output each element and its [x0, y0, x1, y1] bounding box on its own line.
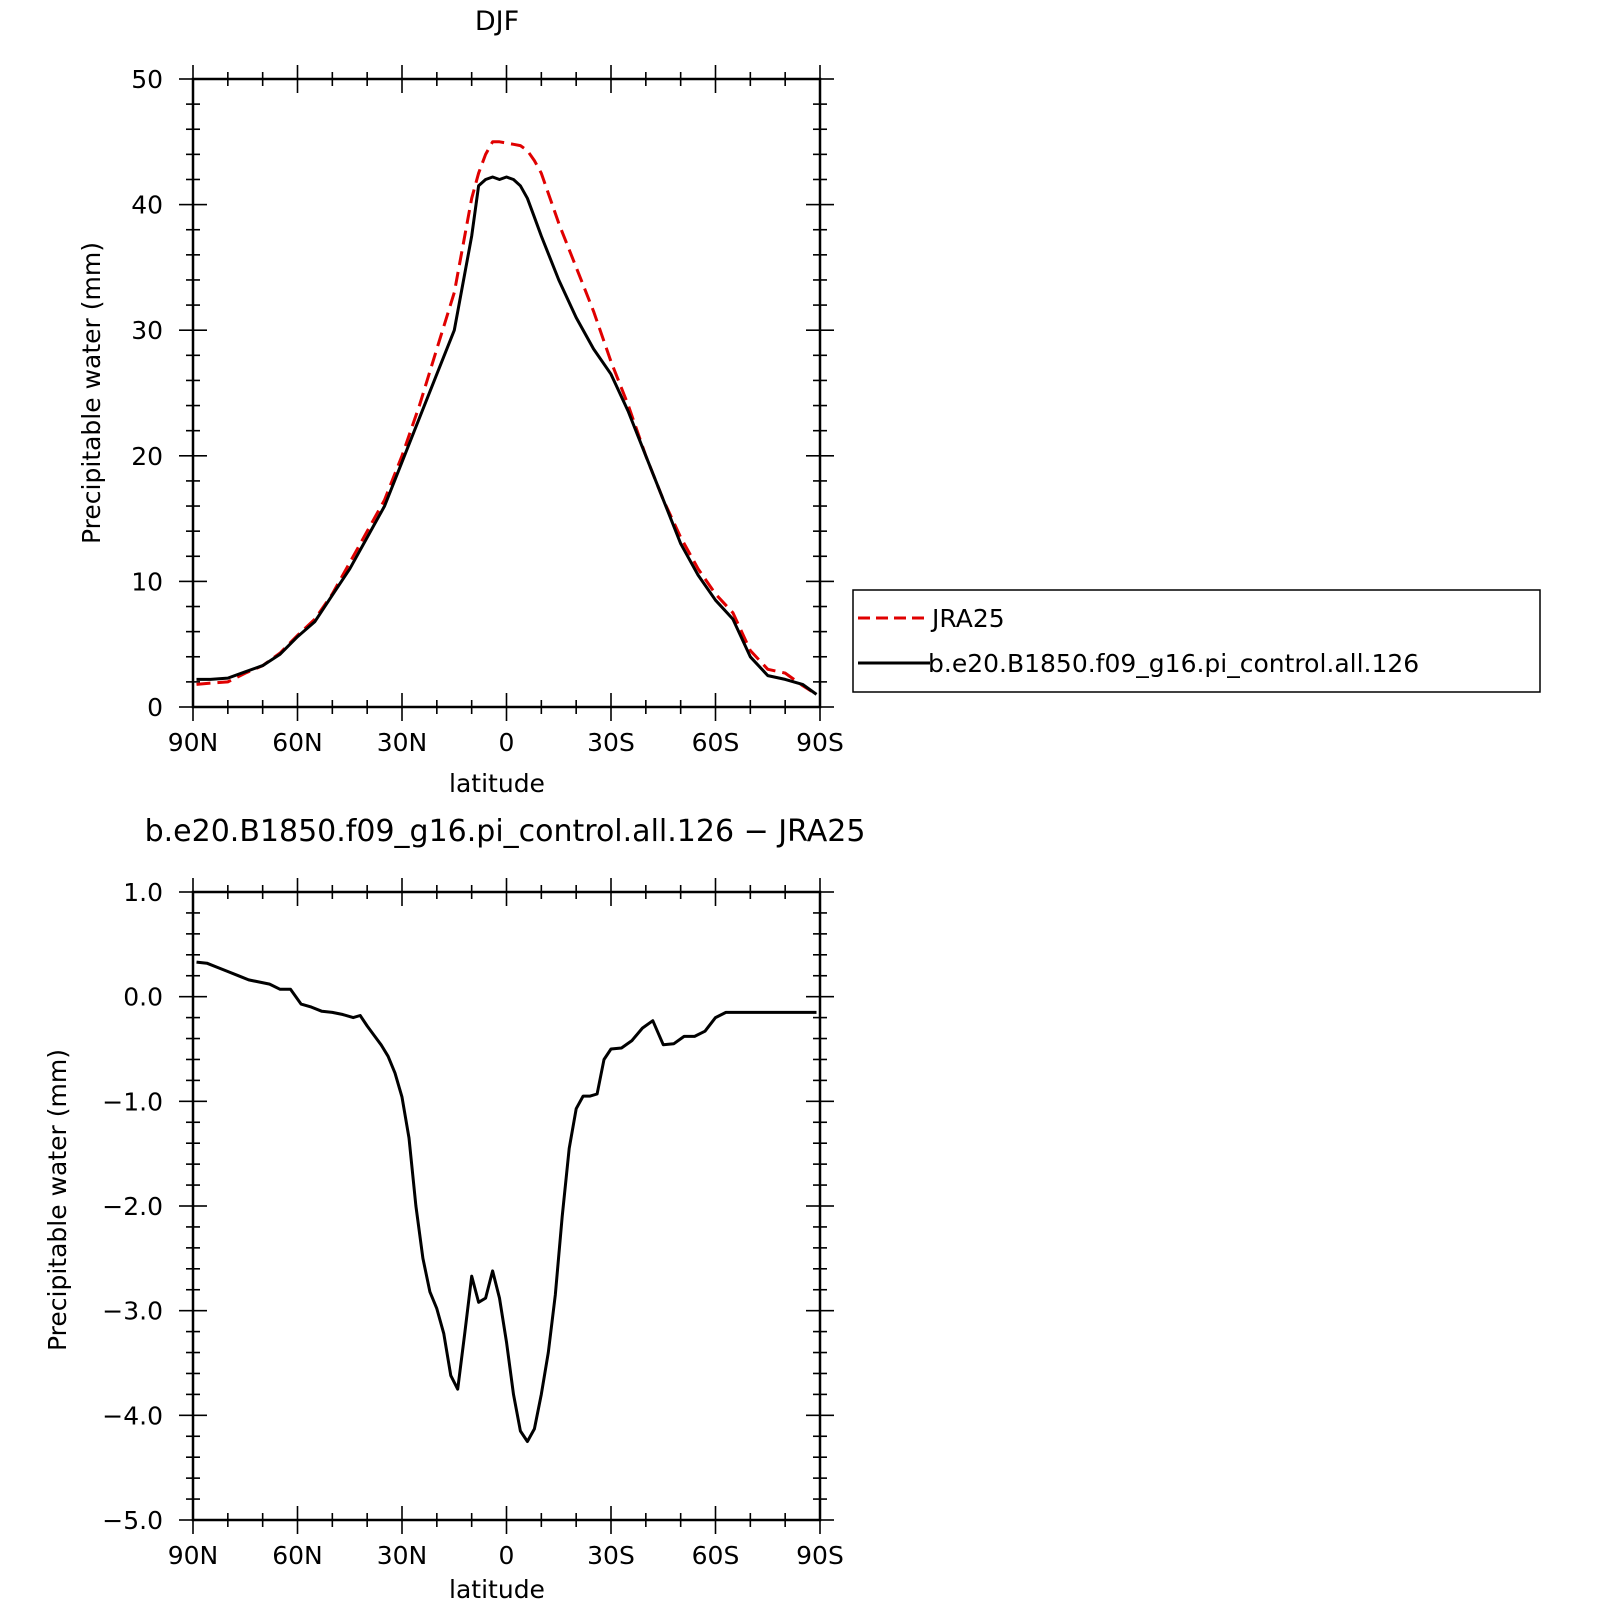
top-chart-x-tick-label: 30S: [587, 728, 635, 757]
bottom-chart-series-line-0: [196, 960, 817, 1443]
bottom-chart-y-tick-label: −5.0: [102, 1506, 163, 1535]
top-chart-y-tick-label: 0: [147, 693, 163, 722]
top-chart-x-tick-label: 60S: [692, 728, 740, 757]
bottom-chart-x-tick-label: 0: [499, 1541, 515, 1570]
top-chart-y-tick-label: 30: [131, 316, 163, 345]
top-chart-x-tick-label: 90N: [168, 728, 219, 757]
legend-label-model: b.e20.B1850.f09_g16.pi_control.all.126: [928, 649, 1419, 678]
top-chart-series-line-0: [196, 140, 818, 696]
top-chart-y-axis-label: Precipitable water (mm): [77, 242, 106, 544]
bottom-chart-panel: b.e20.B1850.f09_g16.pi_control.all.126 −…: [43, 814, 865, 1604]
bottom-chart-y-tick-label: −2.0: [102, 1192, 163, 1221]
bottom-chart-x-tick-label: 90S: [796, 1541, 844, 1570]
top-chart-x-tick-label: 0: [499, 728, 515, 757]
top-chart-y-tick-label: 50: [131, 65, 163, 94]
bottom-chart-x-tick-label: 90N: [168, 1541, 219, 1570]
bottom-chart-y-tick-label: −4.0: [102, 1401, 163, 1430]
bottom-chart-y-tick-label: 0.0: [123, 983, 163, 1012]
bottom-chart-plot-area: 90N 60N 30N 0 30S 60S 90S 1.0 0.0 −1.0 −2.0 −3.0 −4.…: [102, 878, 844, 1570]
bottom-chart-x-tick-label: 60N: [272, 1541, 323, 1570]
top-chart-y-tick-label: 20: [131, 442, 163, 471]
bottom-chart-y-tick-label: −1.0: [102, 1087, 163, 1116]
bottom-chart-x-axis-label: latitude: [449, 1575, 545, 1604]
bottom-chart-x-tick-label: 60S: [692, 1541, 740, 1570]
legend-box: [852, 589, 1541, 693]
top-chart-series-line-1: [196, 175, 818, 696]
top-chart-x-tick-label: 90S: [796, 728, 844, 757]
top-chart-plot-area: 90N 60N 30N 0 30S 60S 90S 0 10 20 30 40 50: [131, 65, 844, 757]
bottom-chart-y-tick-label: 1.0: [123, 878, 163, 907]
top-chart-y-tick-label: 10: [131, 567, 163, 596]
bottom-chart-y-tick-label: −3.0: [102, 1297, 163, 1326]
legend-label-jra25: JRA25: [930, 604, 1005, 633]
bottom-chart-title: b.e20.B1850.f09_g16.pi_control.all.126 −…: [145, 814, 866, 849]
bottom-chart-x-tick-label: 30N: [377, 1541, 428, 1570]
bottom-chart-y-axis-label: Precipitable water (mm): [43, 1049, 72, 1351]
top-chart-x-tick-label: 60N: [272, 728, 323, 757]
bottom-chart-x-tick-label: 30S: [587, 1541, 635, 1570]
top-chart-legend: JRA25 b.e20.B1850.f09_g16.pi_control.all…: [852, 589, 1541, 693]
top-chart-panel: DJF 90N 60N 30N 0 30S 60S 90S 0 10 20 30 40 50 latit…: [77, 6, 844, 798]
top-chart-x-tick-label: 30N: [377, 728, 428, 757]
top-chart-title: DJF: [475, 6, 519, 37]
top-chart-y-tick-label: 40: [131, 191, 163, 220]
top-chart-x-axis-label: latitude: [449, 769, 545, 798]
bottom-chart-frame: [191, 890, 822, 1522]
